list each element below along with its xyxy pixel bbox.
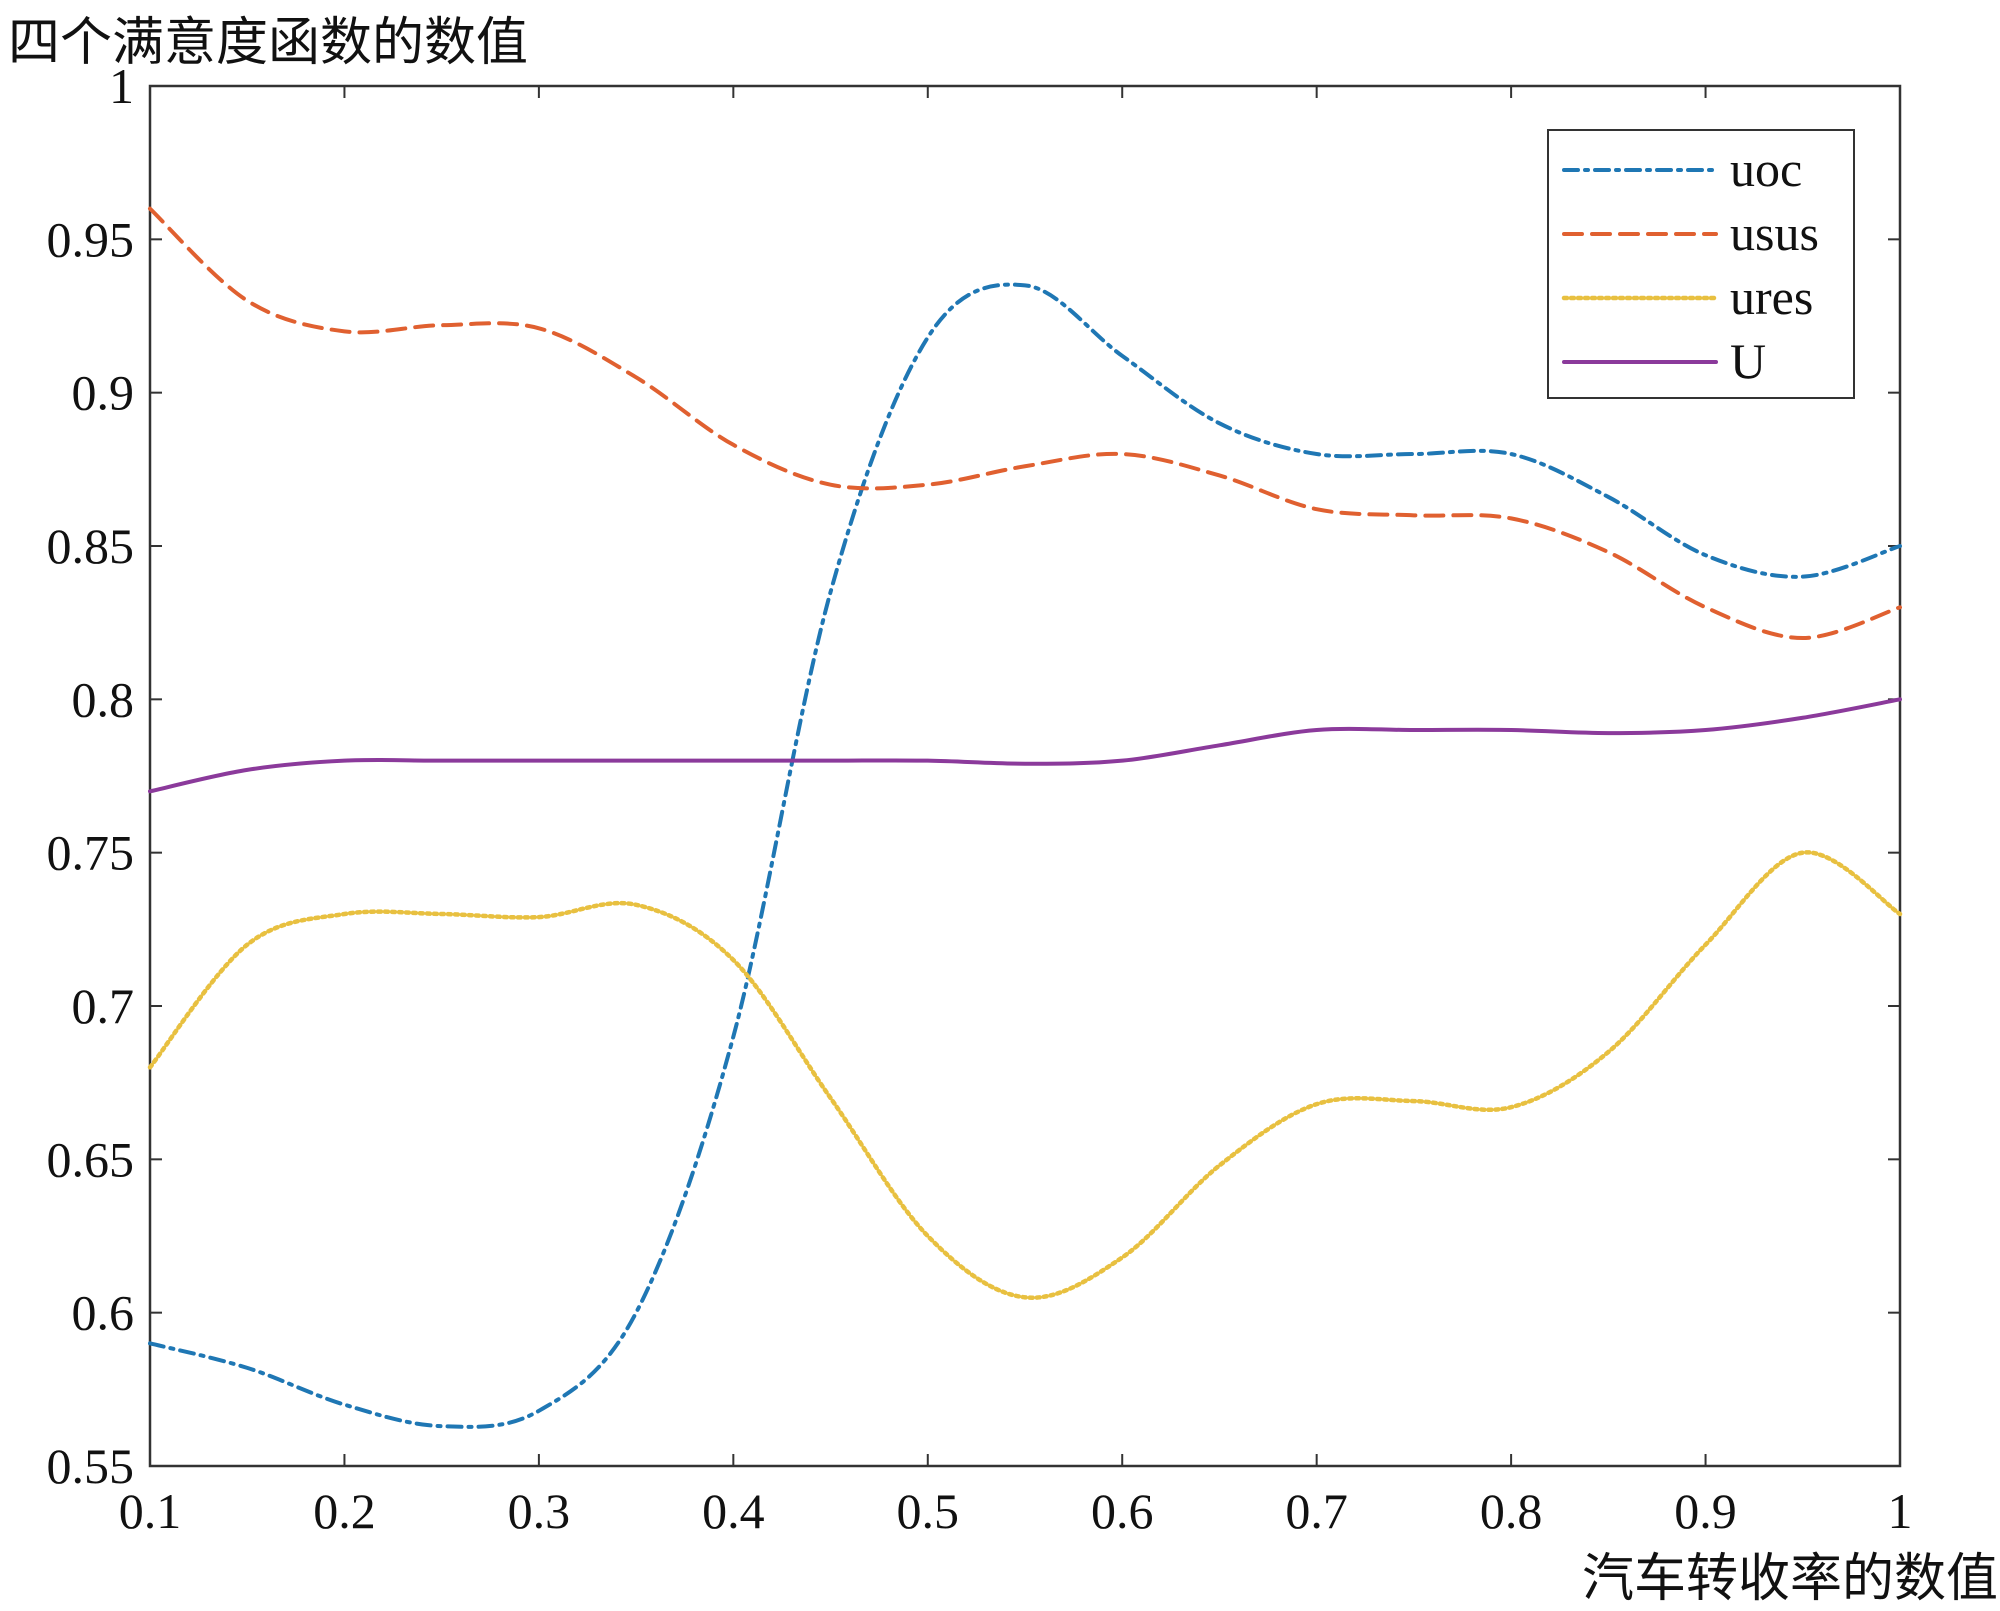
y-tick-label: 0.55 <box>47 1438 135 1494</box>
y-tick-label: 0.6 <box>72 1285 135 1341</box>
y-axis-label: 四个满意度函数的数值 <box>8 13 529 73</box>
y-tick-label: 0.9 <box>72 365 135 421</box>
x-tick-label: 0.4 <box>702 1483 765 1539</box>
series-line-uoc <box>148 282 1902 1429</box>
x-tick-label: 0.3 <box>508 1483 571 1539</box>
y-tick-label: 1 <box>109 58 134 114</box>
y-tick-label: 0.7 <box>72 978 135 1034</box>
x-tick-label: 0.8 <box>1480 1483 1543 1539</box>
y-tick-label: 0.75 <box>47 825 135 881</box>
x-tick-label: 0.2 <box>313 1483 376 1539</box>
plot-border <box>148 84 1902 1468</box>
legend-label: usus <box>1730 205 1819 261</box>
legend: uoc usus ures U <box>1547 129 1855 399</box>
x-tick-label: 0.1 <box>119 1483 182 1539</box>
series-group <box>147 206 1903 1429</box>
x-tick-label: 0.9 <box>1674 1483 1737 1539</box>
y-tick-label: 0.8 <box>72 671 135 727</box>
axis-ticks: 0.1 0.2 0.3 0.4 0.5 0.6 0.7 0.8 0.9 1 0.55 0.6 0.65 0… <box>47 58 1913 1539</box>
x-tick-label: 0.5 <box>897 1483 960 1539</box>
series-line-ures <box>147 850 1903 1300</box>
y-tick-label: 0.85 <box>47 518 135 574</box>
series-line-u <box>148 697 1902 794</box>
legend-label: ures <box>1730 269 1813 325</box>
y-tick-label: 0.95 <box>47 211 135 267</box>
x-tick-label: 0.7 <box>1285 1483 1348 1539</box>
series-line-usus <box>148 206 1902 641</box>
y-tick-label: 0.65 <box>47 1131 135 1187</box>
legend-label: U <box>1730 333 1766 389</box>
legend-box <box>1547 129 1855 399</box>
plot-frame <box>148 84 1902 1468</box>
x-tick-label: 0.6 <box>1091 1483 1154 1539</box>
x-axis-label: 汽车转收率的数值 <box>1581 1549 1998 1609</box>
legend-label: uoc <box>1730 141 1802 197</box>
x-tick-label: 1 <box>1888 1483 1913 1539</box>
